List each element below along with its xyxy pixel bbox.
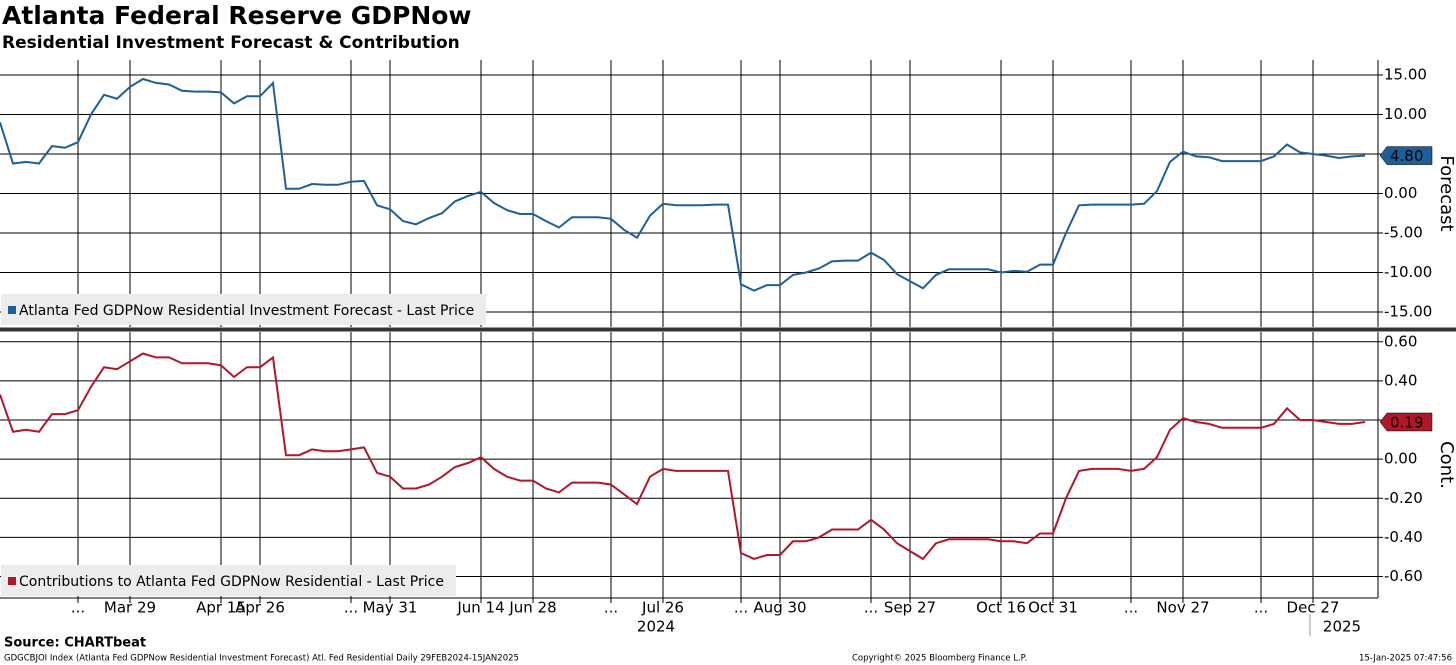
legend-label: Atlanta Fed GDPNow Residential Investmen… (19, 303, 474, 319)
x-tick-label: Jul 26 (641, 599, 684, 617)
y-tick-label: -15.00 (1384, 302, 1432, 320)
x-tick-label: Oct 31 (1028, 599, 1078, 617)
x-tick-label: ... (604, 599, 618, 617)
legend-label: Contributions to Atlanta Fed GDPNow Resi… (19, 574, 444, 590)
x-tick-label: Dec 27 (1287, 599, 1340, 617)
x-group-label: 2024 (637, 618, 675, 636)
x-tick-label: ... (344, 599, 358, 617)
x-tick-label: ... (864, 599, 878, 617)
legend-box (1, 565, 456, 596)
x-group-label: 2025 (1323, 618, 1361, 636)
x-tick-label: Jun 14 (456, 599, 504, 617)
series-line (0, 352, 1366, 561)
y-axis-title: Cont. (1436, 441, 1456, 489)
x-tick-label: Apr 26 (235, 599, 285, 617)
y-tick-label: 0.60 (1384, 332, 1417, 350)
y-tick-label: -0.20 (1384, 489, 1423, 507)
y-tick-label: 0.40 (1384, 371, 1417, 389)
legend-box (1, 294, 487, 325)
y-tick-label: 0.00 (1384, 450, 1417, 468)
x-tick-label: ... (1254, 599, 1268, 617)
last-value-tag (1379, 146, 1433, 165)
y-tick-label: -0.60 (1384, 567, 1423, 585)
y-tick-label: 10.00 (1384, 105, 1427, 123)
timestamp: 15-Jan-2025 07:47:56 (1359, 654, 1452, 664)
legend-swatch (8, 306, 16, 314)
x-tick-label: Oct 16 (976, 599, 1026, 617)
source: Source: CHARTbeat (4, 636, 146, 651)
y-tick-label: -10.00 (1384, 263, 1432, 281)
footer-note: GDGCBJOI Index (Atlanta Fed GDPNow Resid… (4, 654, 519, 664)
x-tick-label: ... (1124, 599, 1138, 617)
legend-swatch (8, 577, 16, 585)
x-tick-label: Apr 15 (196, 599, 246, 617)
y-tick-label: -5.00 (1384, 223, 1423, 241)
series-line (0, 77, 1366, 292)
copyright: Copyright© 2025 Bloomberg Finance L.P. (852, 654, 1027, 664)
x-tick-label: Jun 28 (508, 599, 556, 617)
x-tick-label: Sep 27 (884, 599, 936, 617)
y-tick-label: -0.40 (1384, 528, 1423, 546)
y-tick-label: 15.00 (1384, 66, 1427, 84)
x-tick-label: Nov 27 (1156, 599, 1209, 617)
y-axis-title: Forecast (1436, 155, 1456, 231)
y-tick-label: 0.00 (1384, 184, 1417, 202)
last-value-tag (1379, 412, 1433, 432)
last-value-label: 4.80 (1390, 147, 1423, 165)
x-tick-label: ... (734, 599, 748, 617)
x-tick-label: ... (71, 599, 85, 617)
x-tick-label: May 31 (363, 599, 418, 617)
x-tick-label: Aug 30 (753, 599, 806, 617)
last-value-label: 0.19 (1390, 413, 1423, 431)
x-tick-label: Mar 29 (104, 599, 156, 617)
chart-subtitle: Residential Investment Forecast & Contri… (2, 33, 460, 53)
chart-title: Atlanta Federal Reserve GDPNow (2, 1, 472, 30)
